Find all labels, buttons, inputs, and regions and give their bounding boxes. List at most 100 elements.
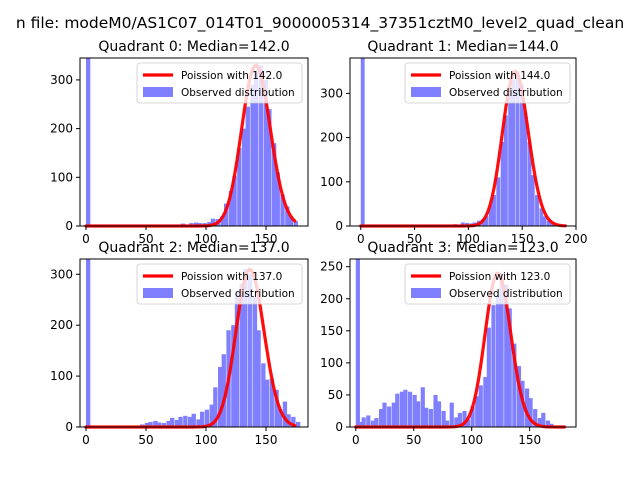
histogram-bar: [491, 305, 496, 427]
histogram-bar: [508, 93, 513, 227]
x-tick-label: 150: [255, 433, 278, 447]
histogram-bar: [254, 70, 259, 226]
histogram-bar: [507, 308, 512, 427]
histogram-bar: [416, 401, 421, 427]
histogram-bar: [420, 387, 425, 427]
legend-swatch-observed: [411, 288, 441, 298]
y-tick-label: 300: [320, 86, 343, 100]
y-tick-label: 100: [50, 170, 73, 184]
legend-box: [136, 62, 303, 104]
histogram-bar: [228, 190, 234, 226]
histogram-bar: [272, 143, 277, 226]
histogram-bar: [407, 391, 413, 427]
histogram-bar: [234, 292, 240, 427]
y-tick-label: 0: [335, 420, 343, 434]
y-tick-label: 100: [50, 369, 73, 383]
legend-box: [136, 263, 303, 305]
quadrant-1-title: Quadrant 1: Median=144.0: [367, 39, 558, 55]
histogram-bar: [248, 274, 253, 427]
histogram-bar: [546, 220, 551, 226]
histogram-bar: [221, 354, 226, 427]
x-tick-label: 0: [82, 433, 90, 447]
histogram-bar: [470, 406, 475, 427]
axes-frame: [349, 57, 577, 227]
histogram-bar: [537, 418, 542, 427]
histogram-bar: [387, 406, 392, 427]
quadrant-0-title: Quadrant 0: Median=142.0: [98, 39, 289, 55]
legend-label-poisson: Poission with 123.0: [449, 271, 550, 283]
histogram-bar: [528, 398, 533, 427]
histogram-bar: [465, 419, 471, 427]
legend-label-observed: Observed distribution: [181, 288, 295, 300]
x-tick-label: 0: [82, 232, 90, 246]
x-tick-label: 50: [406, 433, 421, 447]
histogram-bar: [148, 421, 153, 427]
legend-box: [404, 263, 571, 305]
x-tick-label: 50: [138, 433, 153, 447]
histogram-bar: [280, 194, 285, 226]
legend-label-observed: Observed distribution: [449, 87, 563, 99]
histogram-bar: [285, 206, 290, 226]
histogram-bar: [503, 115, 508, 226]
histogram-bar: [213, 387, 218, 427]
legend-swatch-observed: [143, 288, 173, 298]
x-tick-label: 200: [565, 232, 588, 246]
histogram-bar: [533, 409, 538, 427]
histogram-bar: [258, 65, 264, 226]
y-tick-label: 0: [335, 219, 343, 233]
histogram-bar: [267, 109, 272, 226]
x-tick-label: 100: [195, 433, 218, 447]
x-tick-label: 100: [195, 232, 218, 246]
y-tick-label: 250: [320, 260, 343, 274]
y-tick-label: 200: [320, 131, 343, 145]
histogram-bar: [161, 422, 166, 427]
histogram-bar: [210, 218, 216, 226]
legend: Poission with 123.0 Observed distribution: [404, 263, 571, 305]
histogram-bar: [530, 175, 535, 226]
histogram-bar: [204, 409, 210, 427]
histogram-bar: [428, 409, 433, 427]
histogram-bar: [504, 284, 509, 427]
histogram-bar: [499, 273, 504, 427]
legend: Poission with 144.0 Observed distribution: [404, 62, 571, 104]
axes-frame: [79, 258, 309, 428]
histogram-bar: [492, 195, 496, 226]
histogram-bar: [224, 203, 229, 226]
histogram-bar: [282, 401, 288, 427]
histogram-bar: [541, 412, 546, 427]
histogram-bar: [542, 216, 547, 226]
histogram-bar: [512, 343, 517, 427]
histogram-bar: [516, 366, 522, 427]
histogram-bar: [243, 269, 248, 427]
histogram-bar: [275, 172, 280, 226]
histogram-bar: [527, 142, 532, 226]
axes-frame: [349, 258, 577, 428]
histogram-bar: [424, 407, 429, 427]
legend: Poission with 137.0 Observed distribution: [136, 263, 303, 305]
histogram-bar: [153, 420, 158, 427]
histogram-bar: [382, 402, 387, 427]
histogram-bar: [486, 327, 491, 427]
legend-label-poisson: Poission with 142.0: [181, 70, 282, 82]
histogram-bar: [475, 396, 480, 427]
legend-swatch-observed: [411, 87, 441, 97]
histogram-bar: [545, 420, 551, 427]
y-tick-label: 50: [328, 388, 343, 402]
histogram-bar: [183, 415, 188, 427]
histogram-bar: [144, 422, 150, 427]
histogram-bar: [488, 204, 493, 226]
histogram-bar: [194, 222, 199, 226]
axes-frame: [79, 57, 309, 227]
legend: Poission with 142.0 Observed distribution: [136, 62, 303, 104]
x-tick-label: 150: [511, 232, 534, 246]
histogram-bar: [403, 389, 408, 427]
histogram-bar: [515, 71, 520, 226]
histogram-bar: [511, 80, 516, 226]
quadrant-0-chart: Quadrant 0: Median=142.0 0 50 100 150 0 100 20…: [50, 39, 309, 246]
histogram-bar: [391, 402, 396, 427]
histogram-bar: [274, 389, 279, 427]
histogram-bar: [196, 419, 201, 427]
histogram-bar: [86, 259, 91, 427]
histogram-bar: [395, 393, 400, 427]
